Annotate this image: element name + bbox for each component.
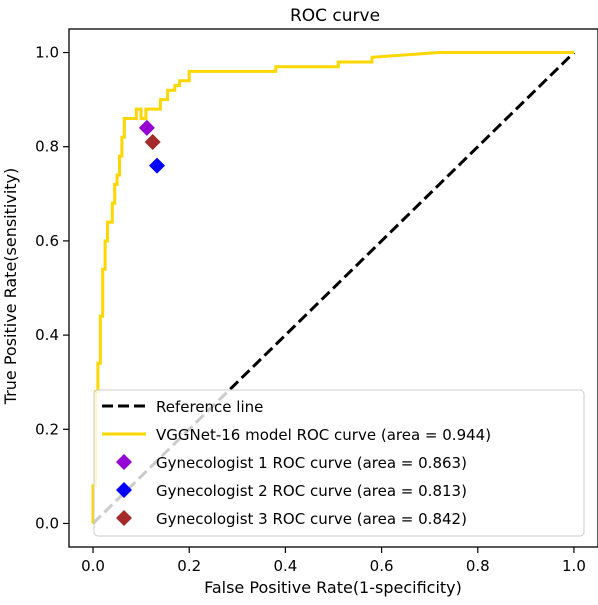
model-roc-curve: [91, 51, 574, 524]
legend-entry-label: Gynecologist 1 ROC curve (area = 0.863): [156, 454, 467, 472]
x-tick-label: 0.8: [466, 557, 490, 575]
y-tick-label: 0.2: [35, 420, 59, 438]
gynecologist-1-point: [138, 119, 155, 136]
y-axis-label: True Positive Rate(sensitivity): [1, 168, 20, 405]
legend-entry-label: Gynecologist 2 ROC curve (area = 0.813): [156, 482, 467, 500]
x-tick-label: 0.4: [273, 557, 297, 575]
x-tick-label: 0.0: [81, 557, 105, 575]
legend-marker: [116, 482, 132, 498]
x-tick-label: 0.6: [370, 557, 394, 575]
legend-marker: [116, 454, 132, 470]
gynecologist-3-point: [144, 134, 161, 151]
legend: Reference line VGGNet-16 model ROC curve …: [93, 389, 585, 537]
axes-layer: 0.0 0.2 0.4 0.6 0.8 1.0 0.0 0.2 0.4 0.6 0.8 1.0: [35, 28, 598, 575]
legend-entry-label: VGGNet-16 model ROC curve (area = 0.944): [156, 426, 491, 444]
legend-entry-label: Gynecologist 3 ROC curve (area = 0.842): [156, 510, 467, 528]
x-tick-label: 0.2: [177, 557, 201, 575]
x-axis-label: False Positive Rate(1-specificity): [204, 578, 462, 597]
y-tick-label: 0.6: [35, 232, 59, 250]
gynecologist-2-point: [149, 157, 166, 174]
chart-title: ROC curve: [290, 6, 380, 26]
legend-entry-label: Reference line: [156, 398, 263, 416]
y-tick-label: 0.0: [35, 514, 59, 532]
x-tick-label: 1.0: [562, 557, 586, 575]
y-tick-label: 1.0: [35, 44, 59, 62]
y-tick-label: 0.8: [35, 138, 59, 156]
legend-marker: [116, 510, 132, 526]
plot-frame: [68, 28, 598, 548]
y-tick-label: 0.4: [35, 326, 59, 344]
legend-box: [93, 389, 585, 537]
